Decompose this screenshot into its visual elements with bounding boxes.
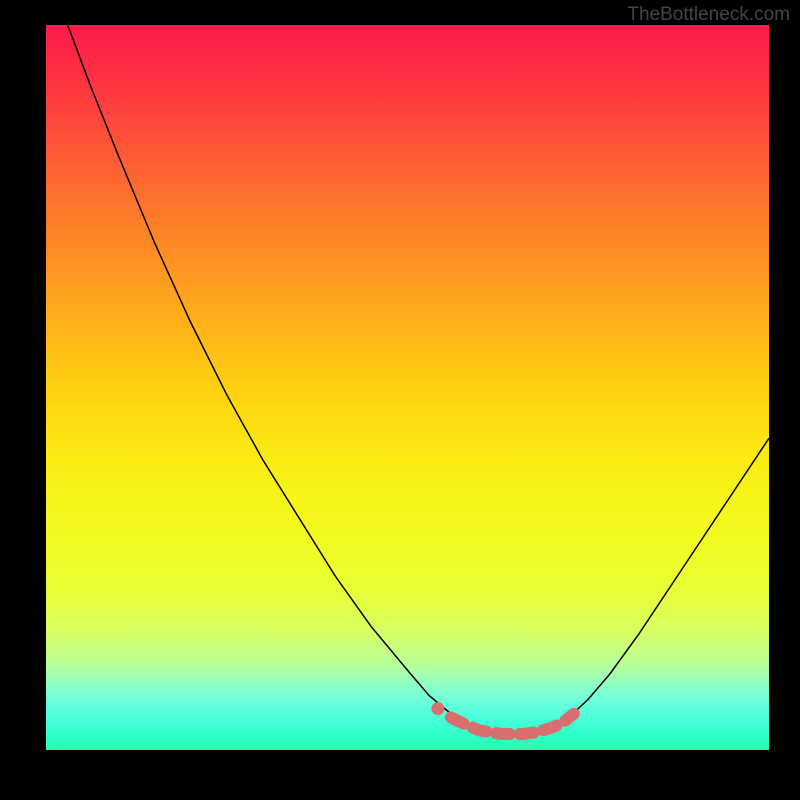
chart-svg xyxy=(46,25,769,750)
highlight-start-dot xyxy=(431,702,444,715)
watermark-text: TheBottleneck.com xyxy=(627,4,790,26)
plot-area xyxy=(46,25,769,750)
gradient-fill xyxy=(46,25,769,750)
